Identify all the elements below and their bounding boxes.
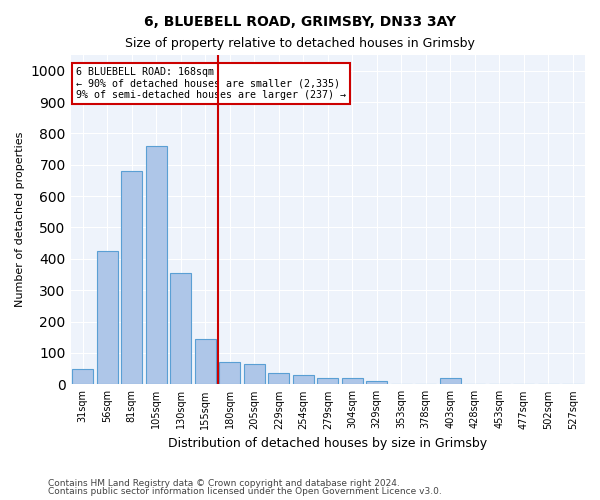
Y-axis label: Number of detached properties: Number of detached properties [15, 132, 25, 308]
Bar [342, 378, 362, 384]
Text: 6, BLUEBELL ROAD, GRIMSBY, DN33 3AY: 6, BLUEBELL ROAD, GRIMSBY, DN33 3AY [144, 15, 456, 29]
Bar [317, 378, 338, 384]
Bar [121, 171, 142, 384]
Bar [367, 381, 387, 384]
X-axis label: Distribution of detached houses by size in Grimsby: Distribution of detached houses by size … [168, 437, 487, 450]
Bar [244, 364, 265, 384]
Bar [170, 273, 191, 384]
Bar [97, 251, 118, 384]
Bar [73, 368, 93, 384]
Bar [440, 378, 461, 384]
Bar [293, 375, 314, 384]
Bar [220, 362, 240, 384]
Bar [268, 374, 289, 384]
Text: Size of property relative to detached houses in Grimsby: Size of property relative to detached ho… [125, 38, 475, 51]
Text: Contains HM Land Registry data © Crown copyright and database right 2024.: Contains HM Land Registry data © Crown c… [48, 478, 400, 488]
Bar [195, 339, 215, 384]
Text: 6 BLUEBELL ROAD: 168sqm
← 90% of detached houses are smaller (2,335)
9% of semi-: 6 BLUEBELL ROAD: 168sqm ← 90% of detache… [76, 66, 346, 100]
Text: Contains public sector information licensed under the Open Government Licence v3: Contains public sector information licen… [48, 487, 442, 496]
Bar [146, 146, 167, 384]
